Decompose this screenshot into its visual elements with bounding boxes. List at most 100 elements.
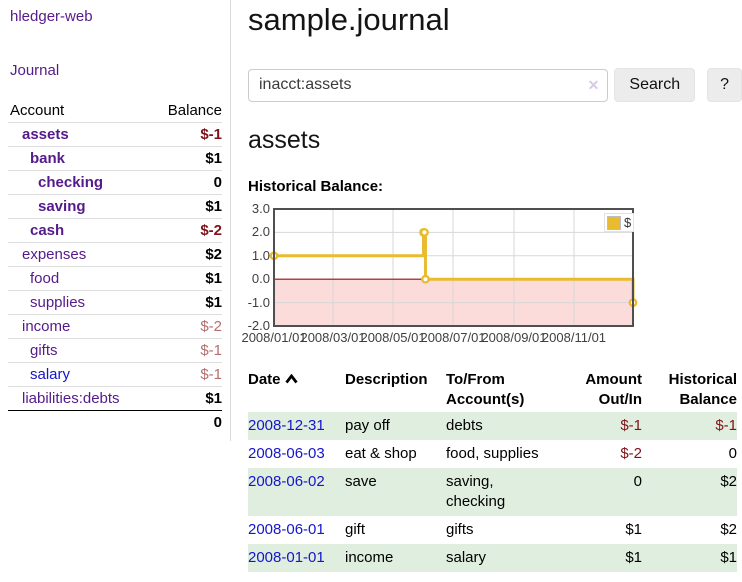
help-button[interactable]: ? <box>707 68 742 102</box>
transaction-row: 2008-12-31 pay off debts $-1 $-1 <box>248 412 737 440</box>
transaction-date-link[interactable]: 2008-06-03 <box>248 445 325 462</box>
search-form: ✕ Search ? <box>248 68 742 102</box>
account-balance: $-1 <box>200 126 222 143</box>
transaction-row: 2008-06-01 gift gifts $1 $2 <box>248 516 737 544</box>
account-link-food[interactable]: food <box>30 270 60 287</box>
transaction-description-cell: gift <box>345 521 366 538</box>
account-link-supplies[interactable]: supplies <box>30 294 86 311</box>
account-row: bank $1 <box>8 146 222 170</box>
transaction-amount-cell: $-2 <box>620 445 642 462</box>
transaction-amount-cell: $1 <box>625 521 642 538</box>
y-axis-tick: 3.0 <box>251 201 270 216</box>
transaction-amount-cell: 0 <box>566 468 642 516</box>
transaction-date-link[interactable]: 2008-06-01 <box>248 521 325 538</box>
account-balance: $1 <box>205 390 222 407</box>
clear-search-icon[interactable]: ✕ <box>587 76 600 93</box>
account-balance: $-1 <box>200 342 222 359</box>
x-axis-tick: 2008/11/01 <box>541 330 607 345</box>
nav-journal: Journal <box>10 62 230 79</box>
transaction-amount-cell: $1 <box>566 544 642 572</box>
account-balance: $-2 <box>200 222 222 239</box>
account-balance: $-2 <box>200 318 222 335</box>
x-axis-tick: 2008/01/01 <box>241 330 307 345</box>
account-balance: $1 <box>205 270 222 287</box>
transaction-balance-cell: $1 <box>642 544 737 572</box>
register-body: 2008-12-31 pay off debts $-1 $-1 2008-06-03 ea… <box>248 412 737 572</box>
transaction-date-cell: 2008-06-01 <box>248 516 345 544</box>
transaction-row: 2008-06-03 eat & shop food, supplies $-2 0 <box>248 440 737 468</box>
transaction-date-cell: 2008-06-02 <box>248 468 345 516</box>
account-row: gifts $-1 <box>8 338 222 362</box>
data-point <box>421 274 430 284</box>
search-button[interactable]: Search <box>614 68 696 102</box>
transaction-date-cell: 2008-06-03 <box>248 440 345 468</box>
chart-canvas <box>269 208 638 327</box>
transaction-balance-cell: $2 <box>642 468 737 516</box>
account-row: checking 0 <box>8 170 222 194</box>
account-row: food $1 <box>8 266 222 290</box>
account-link-gifts[interactable]: gifts <box>30 342 58 359</box>
y-axis-tick: 1.0 <box>251 247 270 263</box>
account-row: cash $-2 <box>8 218 222 242</box>
account-link-salary[interactable]: salary <box>30 366 71 383</box>
accounts-total: 0 <box>8 410 222 435</box>
account-link-checking[interactable]: checking <box>38 174 104 191</box>
account-link-bank[interactable]: bank <box>30 150 66 167</box>
column-header-accounts: To/From Account(s) <box>446 371 525 408</box>
account-balance: 0 <box>213 174 222 191</box>
account-row: supplies $1 <box>8 290 222 314</box>
transaction-description-cell: pay off <box>345 412 446 440</box>
y-axis-tick: 2.0 <box>251 224 270 240</box>
transaction-description-cell: income <box>345 544 446 572</box>
account-page-title: assets <box>248 126 321 154</box>
chart-label: Historical Balance: <box>248 178 384 195</box>
transaction-date-link[interactable]: 2008-12-31 <box>248 417 325 434</box>
account-link-cash[interactable]: cash <box>30 222 65 239</box>
journal-link[interactable]: Journal <box>10 62 60 79</box>
transaction-balance-cell: 0 <box>728 445 737 462</box>
transaction-row: 2008-01-01 income salary $1 $1 <box>248 544 737 572</box>
account-balance: $1 <box>205 294 222 311</box>
column-header-description: Description <box>345 371 428 388</box>
account-link-assets[interactable]: assets <box>22 126 69 143</box>
transaction-description-cell: eat & shop <box>345 445 417 462</box>
account-link-expenses[interactable]: expenses <box>22 246 87 263</box>
page-title: sample.journal <box>248 2 450 37</box>
transaction-date-link[interactable]: 2008-06-02 <box>248 473 325 490</box>
account-row: assets $-1 <box>8 122 222 146</box>
account-link-saving[interactable]: saving <box>38 198 86 215</box>
series-swatch-icon <box>607 215 621 230</box>
register-table: Date Description To/From Account(s) Amou… <box>248 367 737 572</box>
column-header-amount: Amount Out/In <box>585 371 642 408</box>
search-input[interactable] <box>248 68 609 102</box>
app-title-link[interactable]: hledger-web <box>10 8 93 25</box>
chart-legend: $ <box>604 213 635 232</box>
account-balance: $1 <box>205 150 222 167</box>
sort-asc-icon <box>284 370 298 390</box>
y-axis-tick: -1.0 <box>247 294 270 310</box>
account-list: assets $-1 bank $1 checking 0 saving $1 cash $-2 e… <box>8 122 222 410</box>
transaction-amount-cell: $-1 <box>566 412 642 440</box>
x-axis-tick: 2008/03/01 <box>300 330 366 345</box>
transaction-balance-cell: $-1 <box>642 412 737 440</box>
transaction-date-link[interactable]: 2008-01-01 <box>248 549 325 566</box>
accounts-header-account: Account <box>10 102 65 119</box>
account-link-liabilities-debts[interactable]: liabilities:debts <box>22 390 120 407</box>
transaction-accounts-cell: saving, checking <box>446 468 566 516</box>
transaction-balance-cell: $2 <box>720 521 737 538</box>
transaction-accounts-cell: debts <box>446 412 566 440</box>
register-header-row: Date Description To/From Account(s) Amou… <box>248 367 737 412</box>
account-link-income[interactable]: income <box>22 318 71 335</box>
search-input-wrap: ✕ <box>248 68 609 102</box>
column-header-date[interactable]: Date <box>248 367 345 412</box>
accounts-table: Account Balance assets $-1 bank $1 checking 0… <box>8 99 222 435</box>
app-title: hledger-web <box>10 8 230 25</box>
transaction-accounts-cell: salary <box>446 544 566 572</box>
transaction-accounts-cell: food, supplies <box>446 445 539 462</box>
transaction-date-cell: 2008-12-31 <box>248 412 345 440</box>
accounts-table-header: Account Balance <box>8 99 222 122</box>
x-axis-tick: 2008/07/01 <box>420 330 486 345</box>
column-header-balance: Historical Balance <box>668 371 737 408</box>
accounts-header-balance: Balance <box>167 102 222 119</box>
account-row: income $-2 <box>8 314 222 338</box>
